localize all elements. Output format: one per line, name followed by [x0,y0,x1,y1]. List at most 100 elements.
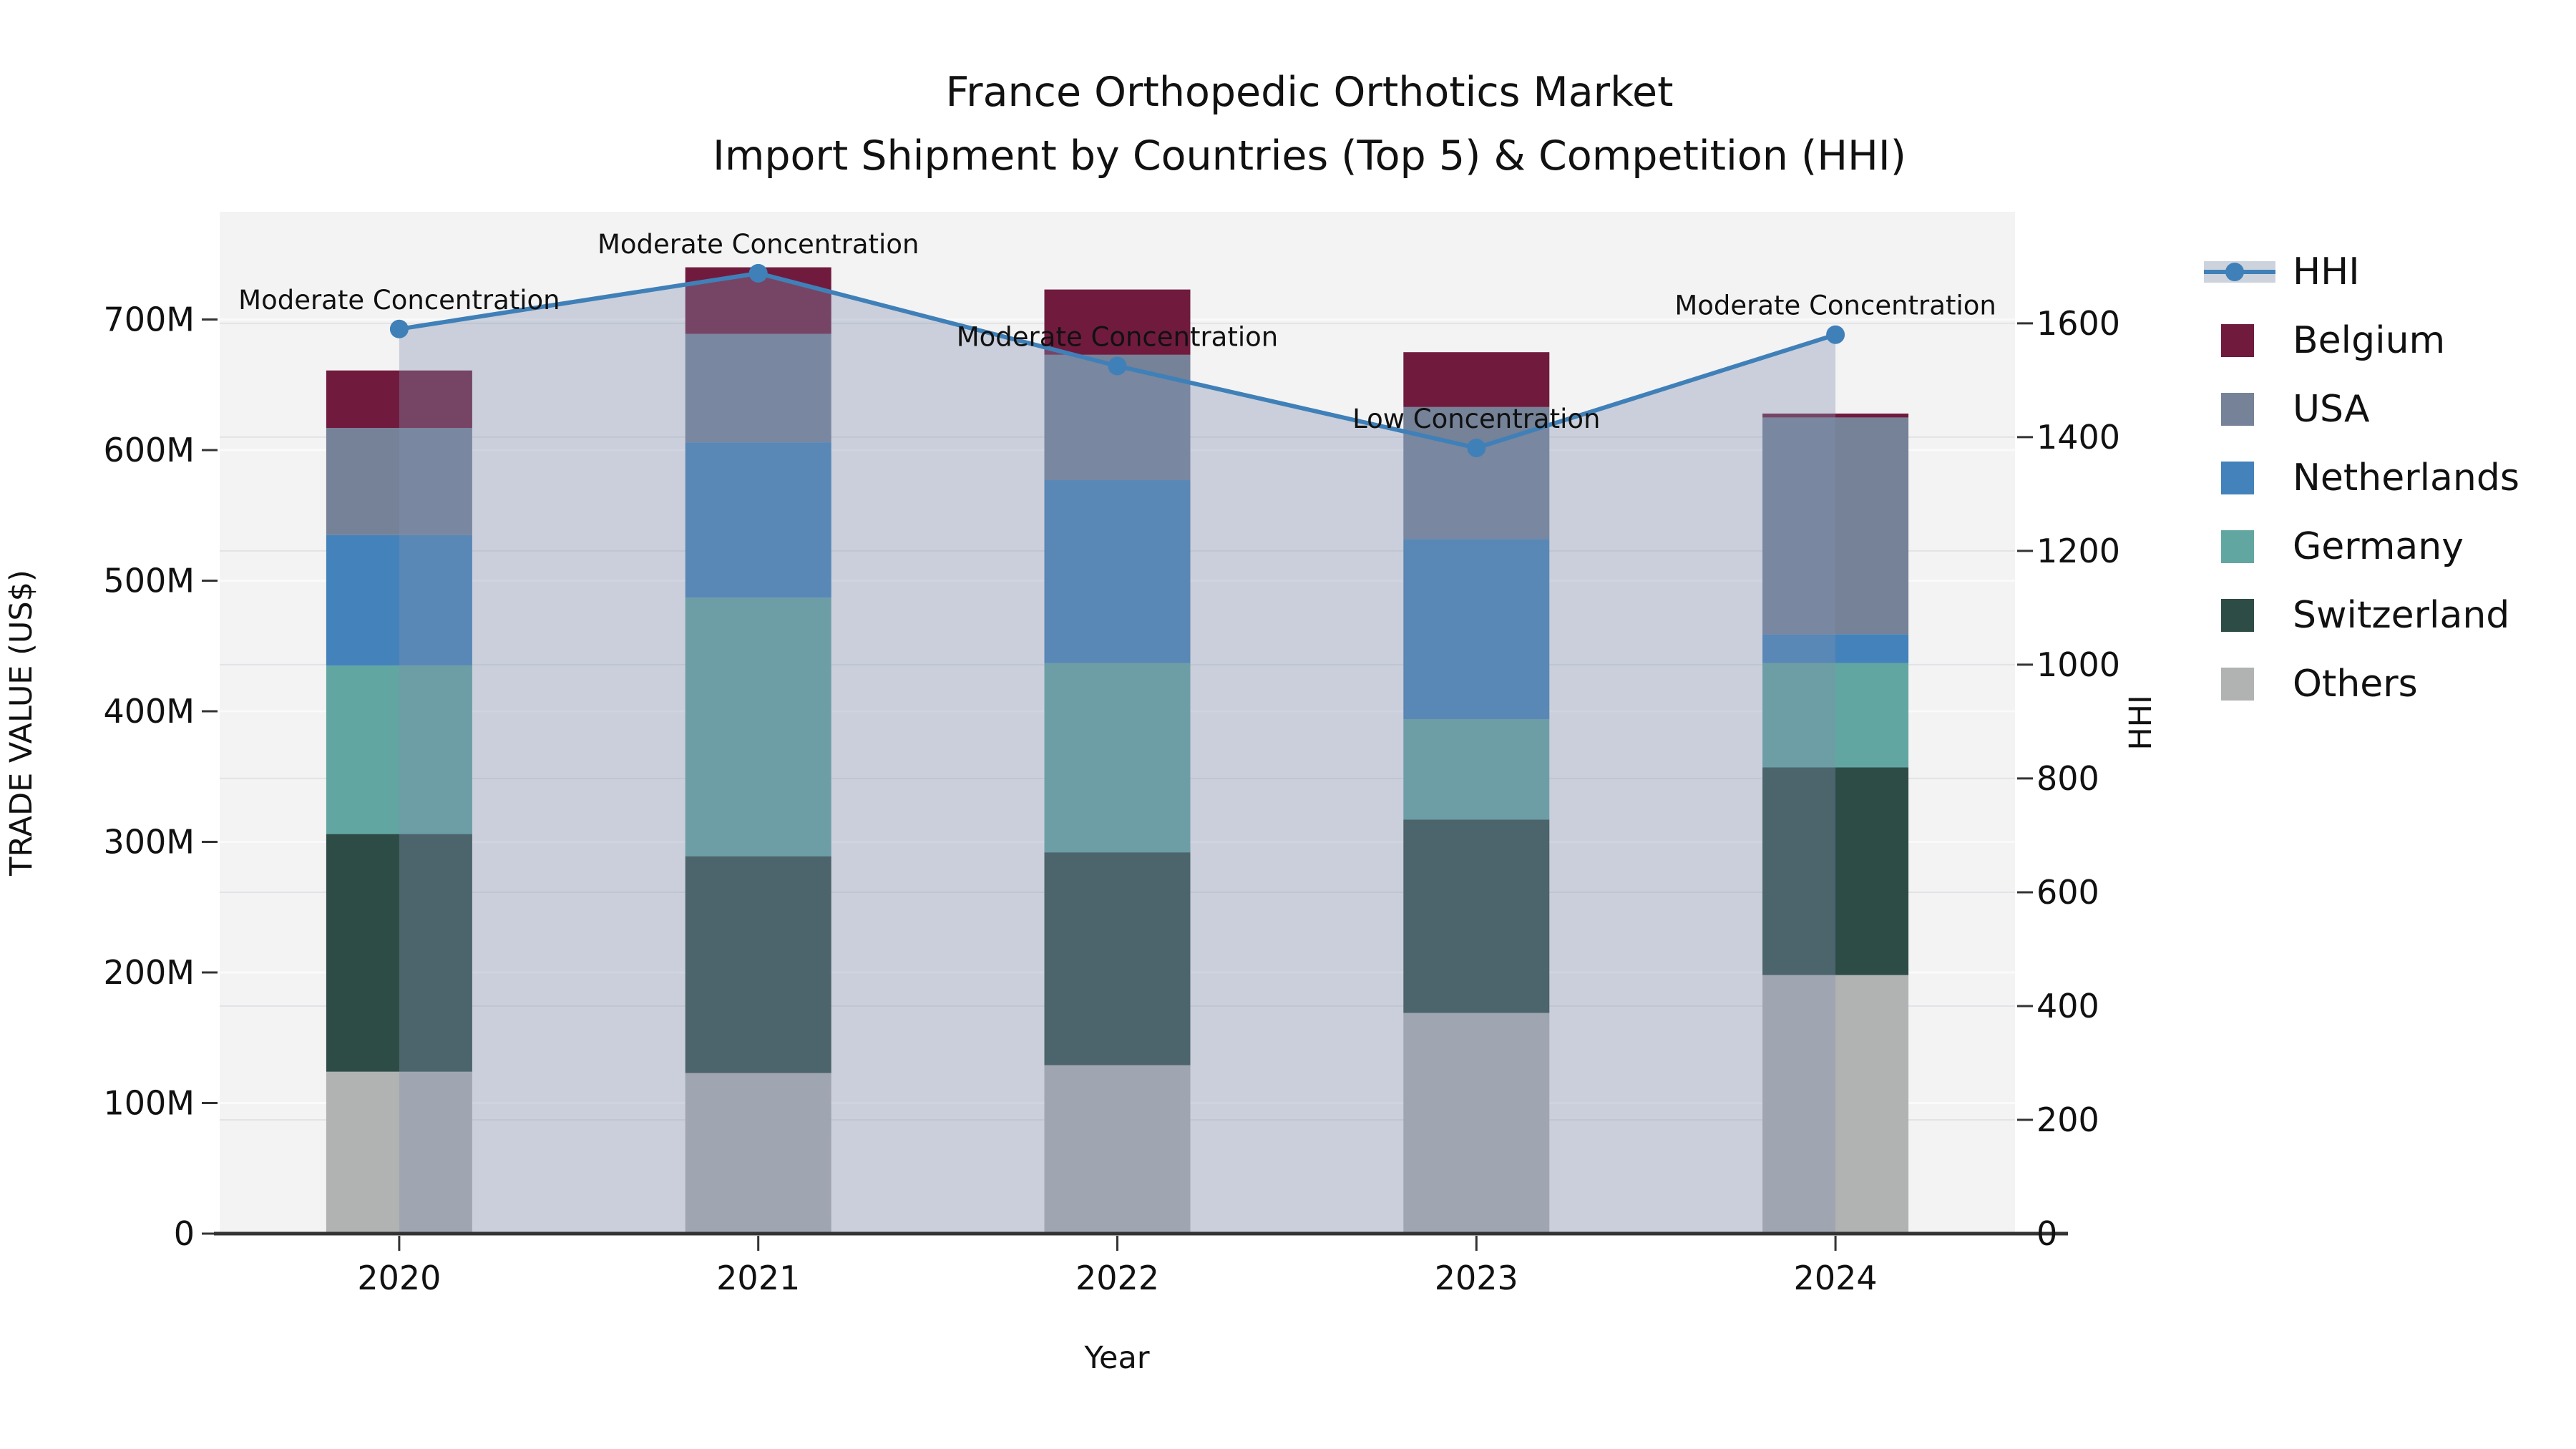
hhi-line-sample-icon [2201,260,2280,284]
bar-netherlands-2023 [1403,539,1550,719]
bar-germany-2020 [326,665,472,834]
bar-germany-2024 [1762,663,1909,768]
hhi-marker-2022 [1108,356,1127,376]
hhi-marker-2024 [1826,325,1845,344]
bar-usa-2024 [1762,417,1909,635]
legend: HHI Belgium USA Netherlands Germany Switzerla… [2201,238,2519,718]
y-left-tick-label: 700M [104,301,195,339]
bar-belgium-2022 [1044,289,1191,355]
hhi-area-layer [399,273,1836,1234]
annotation-2023: Low Concentration [1352,404,1600,434]
legend-swatch-switzerland [2221,599,2254,632]
legend-item-hhi: HHI [2201,238,2519,306]
legend-swatch-icon [2201,530,2280,563]
bar-switzerland-2022 [1044,852,1191,1065]
bar-others-2022 [1044,1065,1191,1234]
y-left-tick-label: 500M [104,562,195,600]
hhi-line-layer [389,263,1845,457]
y-right-tick-label: 400 [2036,987,2099,1025]
y-left-tick-label: 0 [174,1214,195,1253]
annotation-layer: Moderate Concentration Moderate Concentra… [238,229,1996,434]
bar-belgium-2020 [326,370,472,429]
legend-swatch-germany [2221,530,2254,563]
bar-germany-2021 [685,597,831,857]
bar-switzerland-2023 [1403,819,1550,1013]
legend-item-others: Others [2201,650,2519,718]
y-right-tick-label: 800 [2036,759,2099,798]
bar-others-2023 [1403,1013,1550,1234]
stacked-bars-layer [326,267,1909,1234]
chart-title-line2: Import Shipment by Countries (Top 5) & C… [713,132,1906,180]
chart-title-line1: France Orthopedic Orthotics Market [946,69,1674,116]
legend-label-usa: USA [2293,388,2370,431]
bar-netherlands-2021 [685,442,831,598]
legend-swatch-icon [2201,324,2280,357]
legend-swatch-netherlands [2221,462,2254,494]
y-left-tick-label: 100M [104,1084,195,1123]
legend-item-switzerland: Switzerland [2201,581,2519,650]
y-left-tick-label: 600M [104,431,195,469]
y-right-tick-label: 1000 [2036,645,2120,684]
legend-item-netherlands: Netherlands [2201,444,2519,512]
annotation-2020: Moderate Concentration [238,285,560,316]
axes-layer: 0 100M 200M 300M 400M 500M 600M 700M 0 200 400 600 8… [104,301,2121,1297]
y-left-tick-label: 400M [104,692,195,731]
legend-swatch-usa [2221,393,2254,426]
legend-swatch-others [2221,668,2254,701]
y-right-tick-label: 600 [2036,873,2099,912]
legend-item-usa: USA [2201,375,2519,444]
legend-label-belgium: Belgium [2293,319,2446,362]
bar-netherlands-2024 [1762,634,1909,663]
bar-netherlands-2022 [1044,480,1191,663]
hhi-marker-2020 [389,319,409,338]
legend-item-belgium: Belgium [2201,306,2519,375]
bar-switzerland-2024 [1762,767,1909,975]
legend-swatch-icon [2201,599,2280,632]
y-axis-right-title: HHI [2123,695,2159,750]
y-right-tick-label: 1400 [2036,418,2120,457]
hhi-area-band [2204,260,2275,284]
x-tick-label-2024: 2024 [1794,1259,1878,1297]
annotation-2022: Moderate Concentration [957,321,1278,352]
legend-marker-icon [2225,263,2244,281]
y-right-tick-label: 0 [2036,1214,2057,1253]
x-axis-title: Year [1083,1340,1149,1376]
bar-switzerland-2021 [685,856,831,1073]
bar-others-2024 [1762,975,1909,1234]
x-tick-label-2020: 2020 [357,1259,441,1297]
hhi-marker-2023 [1467,438,1486,457]
bar-usa-2023 [1403,406,1550,540]
bar-switzerland-2020 [326,834,472,1072]
x-tick-label-2023: 2023 [1435,1259,1518,1297]
bar-others-2020 [326,1071,472,1234]
y-right-tick-label: 1600 [2036,304,2120,343]
legend-swatch-icon [2201,462,2280,494]
y-left-tick-label: 300M [104,823,195,862]
bar-others-2021 [685,1073,831,1234]
hhi-area [399,273,1836,1234]
bar-usa-2021 [685,333,831,443]
bar-germany-2023 [1403,718,1550,820]
annotation-2021: Moderate Concentration [597,229,919,260]
legend-label-netherlands: Netherlands [2293,457,2519,499]
legend-label-switzerland: Switzerland [2293,594,2510,637]
y-right-tick-label: 200 [2036,1101,2099,1139]
legend-label-others: Others [2293,663,2418,706]
bar-germany-2022 [1044,663,1191,853]
legend-item-germany: Germany [2201,512,2519,581]
y-right-tick-label: 1200 [2036,532,2120,570]
x-tick-label-2021: 2021 [716,1259,800,1297]
x-tick-label-2022: 2022 [1075,1259,1159,1297]
annotation-2024: Moderate Concentration [1674,291,1996,321]
y-axis-left-title: TRADE VALUE (US$) [4,570,39,877]
hhi-marker-2021 [748,263,768,283]
legend-label-germany: Germany [2293,525,2464,568]
legend-swatch-icon [2201,668,2280,701]
legend-label-hhi: HHI [2293,250,2360,293]
legend-swatch-icon [2201,393,2280,426]
bar-usa-2020 [326,428,472,535]
legend-swatch-belgium [2221,324,2254,357]
bar-belgium-2024 [1762,413,1909,418]
